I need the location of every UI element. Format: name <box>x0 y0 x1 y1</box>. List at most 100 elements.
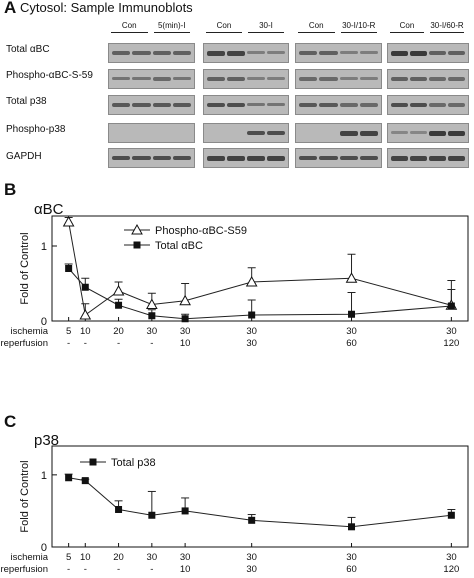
blot-band <box>247 156 265 161</box>
blot-strip <box>387 69 469 89</box>
blot-band <box>267 103 285 106</box>
blot-band <box>267 51 285 54</box>
blot-band <box>359 103 378 107</box>
blot-band <box>391 131 408 134</box>
blot-strip <box>387 148 469 168</box>
blot-band <box>319 156 338 160</box>
x-tick-label-reperfusion: - <box>84 564 87 575</box>
blot-band <box>247 51 265 54</box>
blot-band <box>359 77 378 80</box>
blot-band <box>207 156 225 161</box>
condition-label: 30-I/10-R <box>342 21 376 30</box>
x-tick-label-reperfusion: - <box>117 564 120 575</box>
blot-band <box>152 51 171 55</box>
x-tick-label-ischemia: 5 <box>66 552 71 563</box>
blot-row-label: Total αBC <box>6 44 50 55</box>
data-point-square <box>81 477 89 485</box>
blot-band <box>339 156 358 160</box>
x-tick-label-ischemia: 30 <box>180 326 191 337</box>
data-point-square <box>115 301 123 309</box>
immunoblot-panel: Con 5(min)-I Con 30-I Con 30-I/10-R Con 30-I/60… <box>0 0 474 170</box>
x-row-label: ischemia <box>11 552 49 563</box>
condition-underline <box>153 32 190 33</box>
data-point-square <box>348 310 356 318</box>
blot-band <box>319 51 338 55</box>
y-tick-label: 1 <box>41 241 47 253</box>
condition-underline <box>340 32 377 33</box>
blot-band <box>132 51 151 55</box>
blot-band <box>152 156 171 160</box>
blot-strip <box>203 95 289 115</box>
data-point-square <box>65 474 73 482</box>
condition-label: Con <box>121 21 137 30</box>
blot-band <box>391 77 408 81</box>
blot-band <box>391 51 408 56</box>
blot-band <box>172 51 191 55</box>
blot-band <box>299 103 318 107</box>
x-tick-label-reperfusion: 120 <box>443 564 459 575</box>
condition-label: 30-I <box>259 21 273 30</box>
x-tick-label-reperfusion: 60 <box>346 564 357 575</box>
x-tick-label-ischemia: 10 <box>80 552 91 563</box>
blot-strip <box>108 69 195 89</box>
x-tick-label-ischemia: 30 <box>147 552 158 563</box>
x-tick-label-ischemia: 20 <box>113 552 124 563</box>
blot-band <box>391 156 408 161</box>
blot-strip <box>108 123 195 143</box>
condition-label: Con <box>308 21 324 30</box>
x-tick-label-ischemia: 30 <box>246 326 257 337</box>
blot-band <box>247 103 265 106</box>
data-point-square <box>65 265 73 272</box>
x-tick-label-reperfusion: 60 <box>346 338 357 349</box>
x-row-label: reperfusion <box>0 564 48 575</box>
x-tick-label-ischemia: 30 <box>147 326 158 337</box>
x-tick-label-reperfusion: 30 <box>246 338 257 349</box>
x-tick-label-ischemia: 30 <box>246 552 257 563</box>
data-point-square <box>181 315 189 323</box>
blot-band <box>112 156 131 160</box>
x-tick-label-reperfusion: 10 <box>180 564 191 575</box>
x-tick-label-reperfusion: 120 <box>443 338 459 349</box>
legend-label: Total αBC <box>155 240 203 252</box>
blot-row-label: Phospho-p38 <box>6 124 66 135</box>
x-tick-label-ischemia: 30 <box>446 552 457 563</box>
blot-band <box>429 131 446 136</box>
data-point-square <box>81 283 89 291</box>
blot-strip <box>387 123 469 143</box>
blot-strip <box>387 43 469 63</box>
blot-band <box>429 103 446 107</box>
blot-strip <box>295 69 382 89</box>
blot-band <box>267 131 285 135</box>
data-point-square <box>447 511 455 519</box>
blot-strip <box>295 95 382 115</box>
y-tick-label: 0 <box>41 316 47 328</box>
panel-b-letter: B <box>4 180 17 199</box>
blot-strip <box>108 95 195 115</box>
data-point-triangle <box>112 284 125 296</box>
x-tick-label-reperfusion: 30 <box>246 564 257 575</box>
blot-strip <box>108 43 195 63</box>
series-line <box>68 268 452 320</box>
data-point-square <box>181 507 189 515</box>
legend-label: Phospho-αBC-S59 <box>155 225 247 237</box>
blot-band <box>448 156 465 161</box>
blot-band <box>247 77 265 80</box>
blot-band <box>339 51 358 54</box>
blot-strip <box>203 148 289 168</box>
blot-row-label: Phospho-αBC-S-59 <box>6 70 93 81</box>
y-tick-label: 1 <box>41 470 47 482</box>
x-tick-label-reperfusion: - <box>150 564 153 575</box>
data-point-square <box>447 302 455 310</box>
blot-row-label: GAPDH <box>6 151 42 162</box>
blot-band <box>112 51 131 55</box>
blot-band <box>410 77 427 81</box>
blot-band <box>207 77 225 81</box>
blot-band <box>359 51 378 54</box>
x-tick-label-ischemia: 10 <box>80 326 91 337</box>
blot-band <box>448 77 465 81</box>
blot-strip <box>295 148 382 168</box>
blot-band <box>410 51 427 56</box>
condition-label: Con <box>216 21 232 30</box>
x-row-label: ischemia <box>11 326 49 337</box>
